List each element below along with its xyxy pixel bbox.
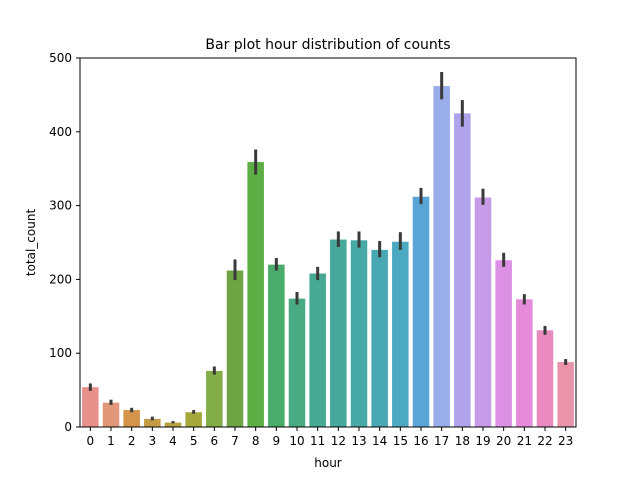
bar-hour-8 — [247, 162, 264, 428]
x-tick-label: 15 — [393, 434, 408, 448]
x-tick-label: 2 — [128, 434, 136, 448]
x-tick-label: 8 — [252, 434, 260, 448]
x-tick-label: 11 — [310, 434, 325, 448]
x-axis-label: hour — [314, 456, 342, 470]
bar-hour-6 — [206, 370, 223, 427]
x-tick-label: 12 — [331, 434, 346, 448]
bar-hour-5 — [185, 412, 202, 427]
bar-hour-0 — [82, 387, 99, 427]
bar-hour-2 — [123, 410, 140, 427]
x-tick-label: 21 — [517, 434, 532, 448]
x-tick-label: 4 — [169, 434, 177, 448]
bar-hour-19 — [474, 197, 492, 427]
x-tick-label: 14 — [372, 434, 387, 448]
y-tick-label: 400 — [49, 125, 72, 139]
x-tick-label: 10 — [289, 434, 304, 448]
x-tick-label: 16 — [413, 434, 428, 448]
x-tick-label: 19 — [475, 434, 490, 448]
bar-hour-13 — [350, 240, 368, 427]
y-axis: 0 100 200 300 400 500 — [49, 51, 80, 434]
y-tick-label: 0 — [64, 420, 72, 434]
bar-hour-12 — [330, 239, 347, 427]
x-tick-label: 18 — [455, 434, 470, 448]
x-tick-label: 7 — [231, 434, 239, 448]
bar-hour-22 — [536, 330, 554, 427]
x-tick-label: 6 — [211, 434, 219, 448]
x-axis: 0 1 2 3 4 5 6 7 8 9 10 11 12 13 14 15 16 17 18 19 20 21 22 23 — [87, 427, 573, 448]
bars-layer — [82, 86, 574, 428]
error-bars-layer — [88, 72, 568, 424]
bar-hour-17 — [433, 86, 450, 427]
bar-hour-21 — [516, 299, 533, 427]
bar-hour-15 — [392, 241, 409, 427]
y-tick-label: 100 — [49, 346, 72, 360]
x-tick-label: 5 — [190, 434, 198, 448]
bar-hour-3 — [144, 418, 161, 427]
bar-hour-10 — [288, 298, 306, 427]
x-tick-label: 22 — [537, 434, 552, 448]
bar-hour-7 — [226, 270, 244, 427]
x-tick-label: 23 — [558, 434, 573, 448]
x-tick-label: 17 — [434, 434, 449, 448]
bar-hour-20 — [495, 260, 512, 427]
bar-hour-9 — [268, 264, 285, 427]
bar-hour-18 — [454, 113, 471, 427]
x-tick-label: 0 — [87, 434, 95, 448]
y-tick-label: 300 — [49, 199, 72, 213]
x-tick-label: 3 — [149, 434, 157, 448]
y-tick-label: 500 — [49, 51, 72, 65]
y-tick-label: 200 — [49, 272, 72, 286]
x-tick-label: 1 — [107, 434, 115, 448]
bar-hour-23 — [557, 362, 574, 427]
bar-hour-1 — [102, 402, 120, 427]
bar-hour-14 — [371, 249, 388, 427]
x-tick-label: 9 — [273, 434, 281, 448]
x-tick-label: 13 — [351, 434, 366, 448]
y-axis-label: total_count — [24, 209, 38, 277]
bar-hour-11 — [309, 273, 326, 427]
chart-title: Bar plot hour distribution of counts — [205, 37, 450, 53]
plot-frame — [79, 57, 577, 428]
x-tick-label: 20 — [496, 434, 511, 448]
bar-hour-16 — [412, 196, 430, 427]
bar-hour-4 — [164, 422, 182, 427]
